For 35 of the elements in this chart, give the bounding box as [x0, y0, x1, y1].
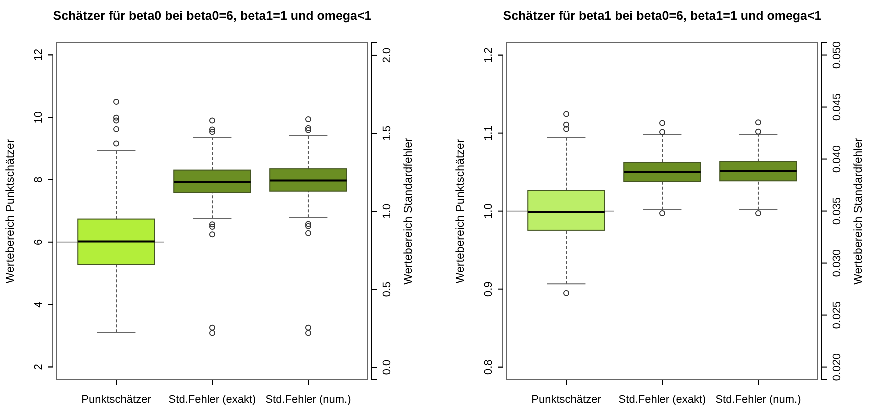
y-tick-label: 6 — [33, 239, 45, 246]
y2-axis-title: Wertebereich Standardfehler — [403, 138, 415, 285]
y-tick-label: 10 — [33, 111, 45, 124]
y-tick-label: 1.1 — [483, 126, 495, 141]
y-tick-label: 1.0 — [483, 204, 495, 219]
y2-tick-label: 0.050 — [832, 42, 844, 70]
y-tick-label: 0.9 — [483, 282, 495, 297]
x-tick-label: Punktschätzer — [82, 394, 152, 406]
y2-tick-label: 0.040 — [832, 146, 844, 174]
x-tick-label: Std.Fehler (num.) — [266, 394, 352, 406]
y-tick-label: 2 — [33, 364, 45, 370]
x-tick-label: Std.Fehler (exakt) — [168, 394, 256, 406]
y-axis-title: Wertebereich Punktschätzer — [455, 139, 467, 284]
y2-tick-label: 1.5 — [382, 126, 394, 142]
y-tick-label: 0.8 — [483, 360, 495, 376]
x-tick-label: Std.Fehler (num.) — [716, 394, 802, 406]
y-tick-label: 4 — [33, 302, 45, 308]
y2-tick-label: 0.025 — [832, 302, 844, 330]
y-tick-label: 12 — [33, 49, 45, 62]
y-axis-title: Wertebereich Punktschätzer — [5, 139, 17, 284]
y2-tick-label: 0.030 — [832, 250, 844, 278]
x-tick-label: Punktschätzer — [532, 394, 602, 406]
y2-tick-label: 1.0 — [382, 204, 394, 220]
x-tick-label: Std.Fehler (exakt) — [618, 394, 706, 406]
y2-tick-label: 0.0 — [382, 360, 394, 376]
y-tick-label: 1.2 — [483, 48, 495, 63]
y2-tick-label: 2.0 — [382, 48, 394, 64]
y2-axis-title: Wertebereich Standardfehler — [853, 138, 865, 285]
chart-title: Schätzer für beta0 bei beta0=6, beta1=1 und omega<1 — [53, 9, 372, 23]
y2-tick-label: 0.045 — [832, 94, 844, 122]
chart-title: Schätzer für beta1 bei beta0=6, beta1=1 und omega<1 — [503, 9, 822, 23]
y2-tick-label: 0.020 — [832, 354, 844, 382]
y2-tick-label: 0.035 — [832, 198, 844, 226]
y2-tick-label: 0.5 — [382, 282, 394, 298]
y-tick-label: 8 — [33, 176, 45, 184]
